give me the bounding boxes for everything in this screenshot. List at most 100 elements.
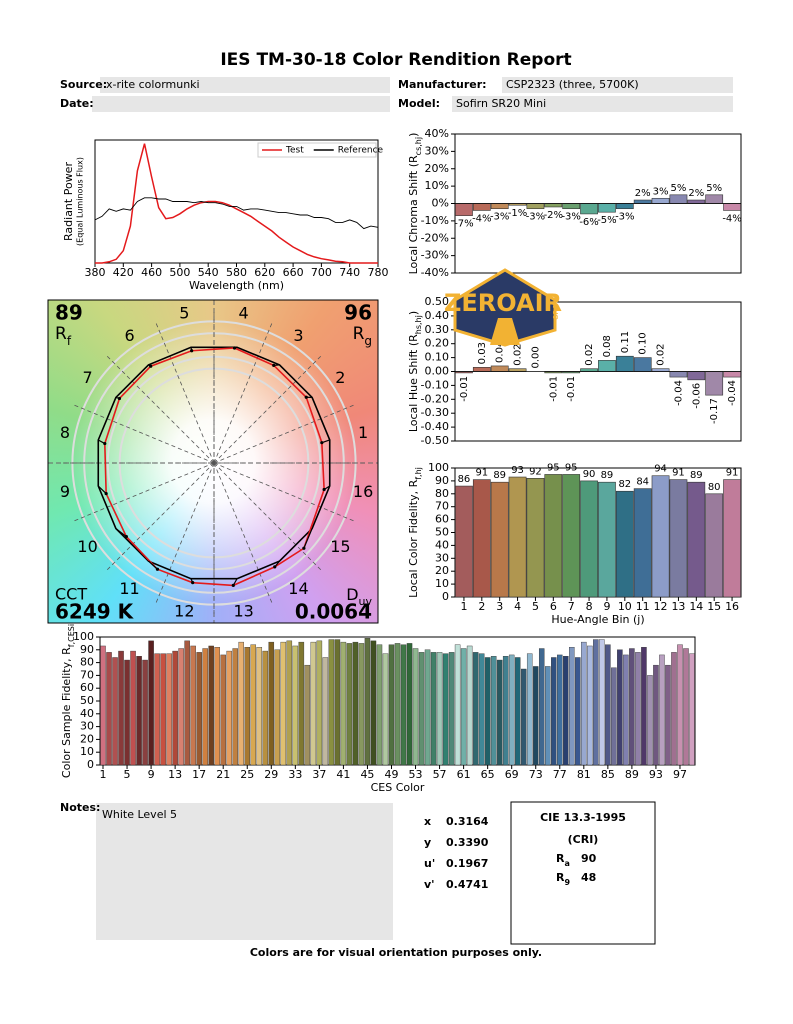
bar bbox=[593, 639, 599, 766]
bar bbox=[659, 654, 665, 766]
cri-symbol-part: a bbox=[564, 859, 569, 868]
bar bbox=[286, 640, 293, 766]
bar bbox=[490, 203, 509, 210]
x-tick-label: 660 bbox=[283, 266, 304, 279]
bar bbox=[304, 664, 311, 766]
bar bbox=[723, 371, 741, 378]
x-tick-label: 21 bbox=[216, 768, 230, 781]
value-label: 89 bbox=[493, 470, 506, 481]
bar bbox=[106, 652, 112, 766]
bin-label: 7 bbox=[83, 368, 93, 387]
watermark-road bbox=[490, 318, 520, 345]
x-tick-label: 93 bbox=[649, 768, 663, 781]
y-axis-label: Local Chroma Shift (Rcs,hj) bbox=[407, 133, 423, 275]
value-label: 90 bbox=[583, 469, 596, 480]
bin-label: 13 bbox=[233, 602, 253, 621]
bar bbox=[615, 490, 634, 598]
bar bbox=[490, 365, 509, 372]
cri-symbol: Ra bbox=[556, 852, 570, 868]
bar bbox=[635, 652, 641, 766]
series-line bbox=[95, 143, 378, 264]
bin-label: 1 bbox=[358, 423, 368, 442]
y-axis-label-part: ) bbox=[407, 133, 420, 137]
y-tick-label: 0.10 bbox=[425, 351, 450, 364]
y-axis-label-part: ) bbox=[407, 311, 420, 315]
y-tick-label: 60 bbox=[80, 681, 94, 694]
y-tick-label: 50 bbox=[80, 694, 94, 707]
y-axis-label: Local Hue Shift (Rhs,hj) bbox=[407, 311, 423, 432]
bar bbox=[406, 643, 413, 766]
duv-label-part: D bbox=[346, 585, 358, 604]
bar bbox=[448, 652, 455, 766]
bin-label: 4 bbox=[239, 303, 249, 322]
y-tick-label: 30 bbox=[435, 551, 449, 564]
shift-head bbox=[191, 581, 195, 585]
bin-label: 11 bbox=[119, 579, 139, 598]
rg-value: 96 bbox=[344, 301, 372, 325]
chromaticity-symbol: y bbox=[424, 836, 431, 849]
bar bbox=[587, 645, 593, 766]
bar bbox=[520, 668, 527, 766]
value-label: 92 bbox=[529, 466, 542, 477]
bar bbox=[472, 479, 491, 598]
bar bbox=[580, 203, 598, 215]
shift-head bbox=[155, 567, 160, 571]
bar bbox=[562, 474, 581, 598]
bar bbox=[532, 666, 539, 766]
value-label: 0.02 bbox=[656, 343, 667, 365]
value-label: 86 bbox=[458, 474, 471, 485]
shift-arrow bbox=[303, 528, 313, 549]
rg-label-part: R bbox=[353, 324, 365, 344]
bar bbox=[598, 203, 616, 213]
bar bbox=[484, 657, 491, 766]
bar bbox=[160, 653, 166, 766]
field-box bbox=[502, 77, 733, 93]
x-tick-label: 15 bbox=[707, 600, 721, 613]
y-tick-label: 10% bbox=[425, 179, 449, 192]
bar bbox=[142, 659, 148, 766]
bar bbox=[262, 650, 269, 766]
value-label: 93 bbox=[511, 465, 524, 476]
bar bbox=[388, 644, 395, 766]
value-label: 5% bbox=[671, 183, 687, 194]
chromaticity-symbol: u' bbox=[424, 857, 435, 870]
bar bbox=[472, 367, 491, 372]
x-tick-label: 49 bbox=[384, 768, 398, 781]
value-label: 5% bbox=[706, 183, 722, 194]
shift-head bbox=[149, 364, 153, 368]
value-label: 91 bbox=[726, 468, 739, 479]
bar bbox=[651, 197, 670, 204]
x-tick-label: 380 bbox=[85, 266, 106, 279]
bar bbox=[436, 652, 443, 766]
bin-divider bbox=[213, 462, 274, 605]
title: IES TM-30-18 Color Rendition Report bbox=[220, 50, 571, 70]
bar bbox=[478, 653, 485, 766]
value-label: -3% bbox=[526, 212, 545, 223]
value-label: 89 bbox=[601, 470, 614, 481]
bar bbox=[514, 657, 521, 766]
bin-label: 10 bbox=[77, 537, 97, 556]
bar bbox=[250, 644, 257, 766]
duv-label: Duv bbox=[346, 585, 372, 608]
bar bbox=[178, 648, 184, 766]
bin-divider bbox=[72, 462, 215, 523]
bar bbox=[669, 371, 688, 378]
bar bbox=[298, 641, 305, 766]
y-tick-label: 30 bbox=[80, 720, 94, 733]
rf-value: 89 bbox=[55, 301, 83, 325]
bar bbox=[665, 664, 671, 766]
bin-label: 6 bbox=[124, 326, 134, 345]
y-tick-label: 40 bbox=[80, 707, 94, 720]
bar bbox=[322, 657, 329, 766]
x-tick-label: 500 bbox=[169, 266, 190, 279]
value-label: -0.17 bbox=[709, 398, 720, 424]
x-tick-label: 7 bbox=[568, 600, 575, 613]
value-label: 0.02 bbox=[584, 343, 595, 365]
value-label: -3% bbox=[561, 212, 580, 223]
x-tick-label: 45 bbox=[360, 768, 374, 781]
bar bbox=[100, 645, 106, 766]
bar bbox=[364, 638, 371, 766]
bar bbox=[418, 652, 425, 766]
